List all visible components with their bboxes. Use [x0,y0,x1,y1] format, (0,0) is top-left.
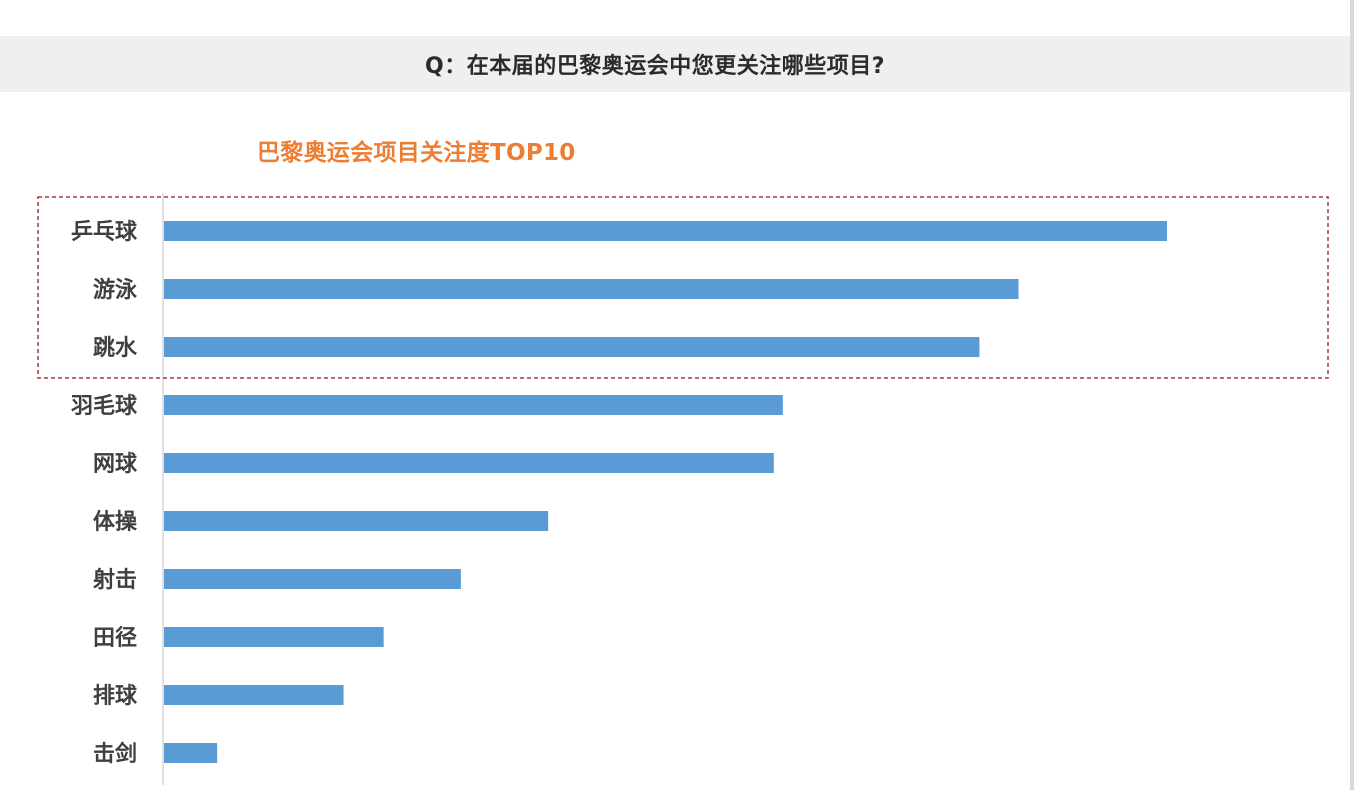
bar-7 [164,569,461,589]
category-label-8: 田径 [93,625,137,651]
category-label-6: 体操 [93,510,138,535]
category-label-5: 网球 [93,452,138,477]
bar-6 [164,511,549,531]
bar-8 [164,627,384,647]
category-label-4: 羽毛球 [71,394,138,419]
slide-right-edge [1350,0,1354,790]
bar-2 [164,279,1019,299]
category-label-3: 跳水 [93,335,138,361]
question-banner: Q：在本届的巴黎奥运会中您更关注哪些项目? [0,36,1354,92]
bar-9 [164,685,344,705]
category-label-10: 击剑 [93,741,137,767]
category-label-1: 乒乓球 [71,220,138,245]
bar-3 [164,337,980,357]
bar-10 [164,743,218,763]
question-text: Q：在本届的巴黎奥运会中您更关注哪些项目? [425,54,885,79]
category-label-7: 射击 [92,567,137,593]
chart-title: 巴黎奥运会项目关注度TOP10 [257,140,576,166]
bar-4 [164,395,783,415]
category-label-2: 游泳 [93,277,138,303]
category-label-9: 排球 [93,684,138,709]
bar-5 [164,453,774,473]
top3-highlight-box [37,196,1329,379]
bar-1 [164,221,1167,241]
